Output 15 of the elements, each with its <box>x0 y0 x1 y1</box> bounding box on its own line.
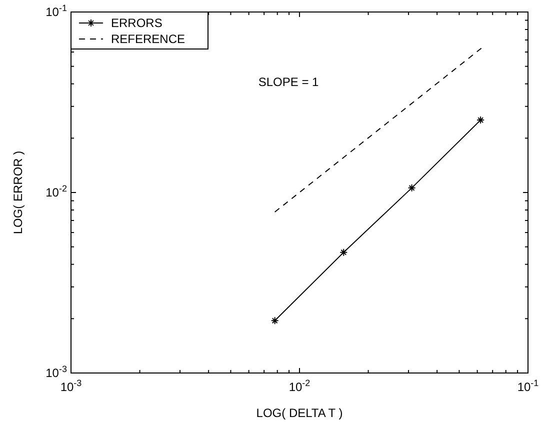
point <box>408 184 416 192</box>
legend-label: REFERENCE <box>111 32 186 46</box>
x-tick-label: 10$^{-2}$ <box>288 378 310 394</box>
x-tick-label: 10$^{-1}$ <box>517 378 539 394</box>
legend-label: ERRORS <box>111 16 162 30</box>
y-tick-label: 10$^{-2}$ <box>46 184 67 200</box>
y-tick-label: 10$^{-1}$ <box>46 3 67 19</box>
x-axis-title: LOG( DELTA T ) <box>256 406 343 420</box>
y-axis-title: LOG( ERROR ) <box>11 150 25 234</box>
point <box>270 316 279 325</box>
y-tick-label: 10$^{-3}$ <box>46 364 67 380</box>
annotation: SLOPE = 1 <box>258 75 320 90</box>
point <box>340 248 348 256</box>
point <box>476 116 485 124</box>
x-tick-label: 10$^{-3}$ <box>60 378 82 394</box>
